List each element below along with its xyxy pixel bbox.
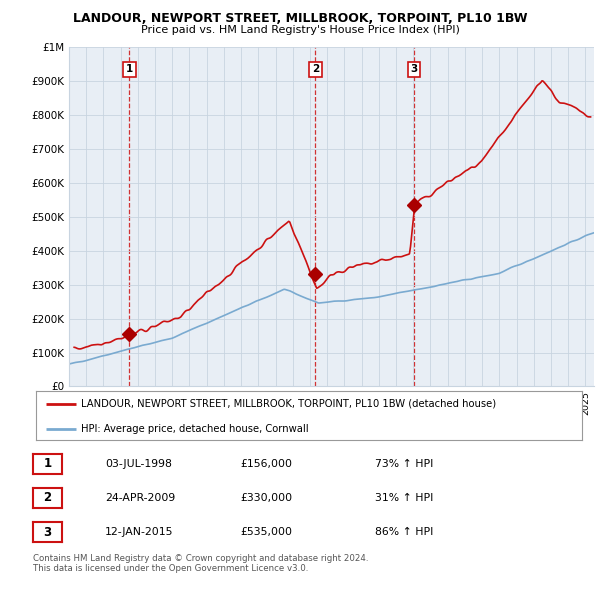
Text: 3: 3: [43, 526, 52, 539]
Text: £535,000: £535,000: [240, 527, 292, 537]
Text: £156,000: £156,000: [240, 459, 292, 468]
Text: 2: 2: [312, 64, 319, 74]
Text: 86% ↑ HPI: 86% ↑ HPI: [375, 527, 433, 537]
Text: 03-JUL-1998: 03-JUL-1998: [105, 459, 172, 468]
Text: Contains HM Land Registry data © Crown copyright and database right 2024.
This d: Contains HM Land Registry data © Crown c…: [33, 554, 368, 573]
Text: 31% ↑ HPI: 31% ↑ HPI: [375, 493, 433, 503]
Text: 3: 3: [410, 64, 418, 74]
Text: 12-JAN-2015: 12-JAN-2015: [105, 527, 173, 537]
Text: HPI: Average price, detached house, Cornwall: HPI: Average price, detached house, Corn…: [82, 424, 309, 434]
Text: 24-APR-2009: 24-APR-2009: [105, 493, 175, 503]
Text: 2: 2: [43, 491, 52, 504]
Text: LANDOUR, NEWPORT STREET, MILLBROOK, TORPOINT, PL10 1BW (detached house): LANDOUR, NEWPORT STREET, MILLBROOK, TORP…: [82, 399, 496, 409]
Text: Price paid vs. HM Land Registry's House Price Index (HPI): Price paid vs. HM Land Registry's House …: [140, 25, 460, 35]
Text: £330,000: £330,000: [240, 493, 292, 503]
Text: LANDOUR, NEWPORT STREET, MILLBROOK, TORPOINT, PL10 1BW: LANDOUR, NEWPORT STREET, MILLBROOK, TORP…: [73, 12, 527, 25]
Text: 1: 1: [126, 64, 133, 74]
Text: 73% ↑ HPI: 73% ↑ HPI: [375, 459, 433, 468]
Text: 1: 1: [43, 457, 52, 470]
